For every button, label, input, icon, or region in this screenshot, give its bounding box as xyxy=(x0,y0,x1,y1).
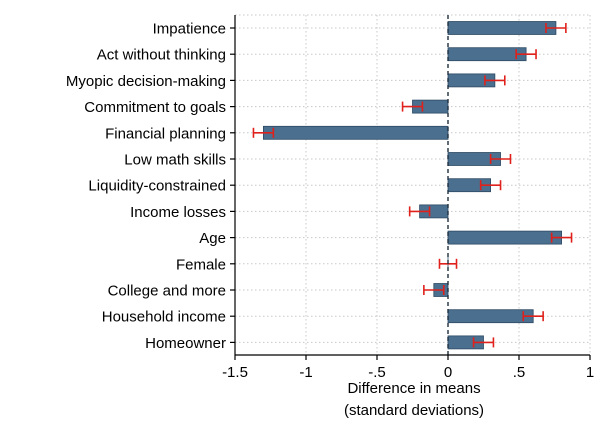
x-tick-label: -1.5 xyxy=(222,364,248,381)
x-tick-label: -1 xyxy=(299,364,312,381)
grid-lines xyxy=(234,14,591,355)
category-label: Household income xyxy=(102,309,226,326)
error-bar xyxy=(515,49,537,60)
x-tick-label: 0 xyxy=(444,364,452,381)
category-label: Liquidity-constrained xyxy=(88,178,226,195)
bar-age xyxy=(447,230,562,245)
category-label: Financial planning xyxy=(105,125,226,142)
bar-financial-planning xyxy=(262,125,449,140)
category-label: Homeowner xyxy=(145,335,226,352)
axes xyxy=(230,15,591,360)
bar-impatience xyxy=(447,21,557,35)
category-label: Impatience xyxy=(153,21,226,38)
bar-household-income xyxy=(447,309,534,324)
error-bar xyxy=(489,154,512,164)
error-bar xyxy=(479,180,502,191)
error-bar xyxy=(550,232,573,243)
category-label: Income losses xyxy=(130,204,226,221)
error-bar xyxy=(401,101,424,112)
error-bar xyxy=(408,206,431,217)
error-bars xyxy=(252,23,573,348)
x-axis-title: Difference in means (standard deviations… xyxy=(344,380,484,419)
x-axis-title-line-1: Difference in means xyxy=(347,380,480,397)
category-label: Age xyxy=(199,230,226,247)
x-tick-label: .5 xyxy=(513,364,526,381)
category-labels: Impatience Act without thinking Myopic dec… xyxy=(66,21,226,352)
category-label: College and more xyxy=(108,283,226,300)
category-label: Act without thinking xyxy=(97,47,226,64)
x-tick-label: -.5 xyxy=(368,364,386,381)
category-label: Low math skills xyxy=(124,152,226,169)
error-bar xyxy=(472,337,495,348)
error-bar xyxy=(423,285,445,295)
error-bar xyxy=(545,23,567,33)
error-bar xyxy=(252,127,275,138)
category-label: Commitment to goals xyxy=(84,99,226,116)
category-label: Myopic decision-making xyxy=(66,73,226,90)
x-tick-label: 1 xyxy=(586,364,594,381)
error-bar xyxy=(522,311,544,322)
error-bar xyxy=(484,75,506,86)
bars xyxy=(262,21,562,350)
bar-act-without-thinking xyxy=(447,47,527,62)
category-label: Female xyxy=(176,256,226,273)
x-axis-title-line-2: (standard deviations) xyxy=(344,402,484,419)
x-tick-labels: -1.5 -1 -.5 0 .5 1 xyxy=(222,364,594,381)
